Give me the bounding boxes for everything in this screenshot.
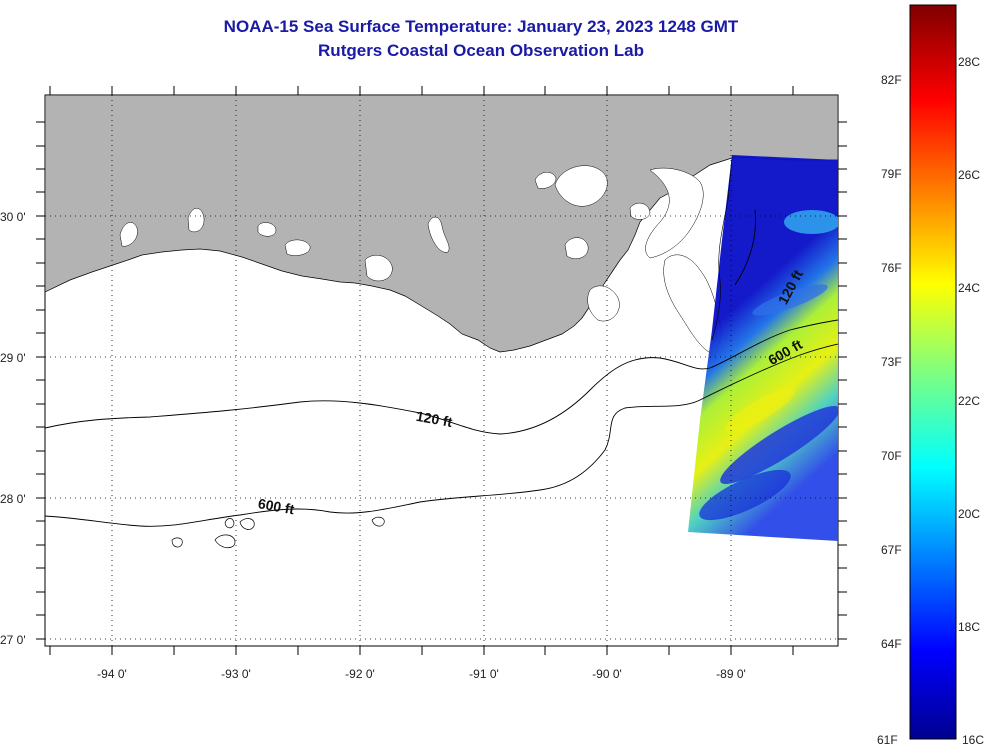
contour-label-600ft-west: 600 ft	[257, 495, 296, 517]
lake	[534, 172, 557, 189]
colorbar-label-82f: 82F	[881, 73, 902, 87]
colorbar-label-64f: 64F	[881, 637, 902, 651]
lon-label-89: -89 0'	[716, 667, 746, 681]
contour-label-120ft-west: 120 ft	[415, 408, 454, 430]
sst-cool-band	[699, 469, 791, 521]
lon-label-92: -92 0'	[345, 667, 375, 681]
bank-contour	[371, 516, 385, 527]
colorbar-label-20c: 20C	[958, 507, 980, 521]
colorbar-label-22c: 22C	[958, 394, 980, 408]
bank-contour	[224, 518, 235, 529]
lake	[564, 237, 589, 259]
lat-label-30: 30 0'	[0, 210, 26, 224]
colorbar-label-28c: 28C	[958, 55, 980, 69]
lake	[645, 167, 704, 259]
frame-ticks	[36, 86, 847, 655]
colorbar-label-79f: 79F	[881, 167, 902, 181]
temperature-colorbar	[909, 4, 957, 740]
lon-label-93: -93 0'	[221, 667, 251, 681]
colorbar-label-16c: 16C	[962, 733, 984, 747]
lat-label-28: 28 0'	[0, 492, 26, 506]
delta-marsh	[587, 285, 620, 322]
colorbar-label-70f: 70F	[881, 449, 902, 463]
lon-label-90: -90 0'	[592, 667, 622, 681]
lake	[119, 222, 138, 247]
isobath-600ft	[45, 343, 838, 527]
lake	[554, 165, 608, 207]
lake	[187, 208, 205, 233]
map-subtitle: Rutgers Coastal Ocean Observation Lab	[318, 41, 644, 60]
bank-contour	[239, 518, 255, 530]
isobath-120ft-east	[734, 209, 756, 286]
colorbar-label-76f: 76F	[881, 261, 902, 275]
coastline	[711, 157, 733, 341]
lake	[364, 254, 393, 282]
lake	[257, 222, 277, 237]
map-title: NOAA-15 Sea Surface Temperature: January…	[223, 17, 739, 36]
lake	[284, 239, 311, 256]
colorbar-label-26c: 26C	[958, 168, 980, 182]
colorbar-label-61f: 61F	[877, 733, 898, 747]
sst-warm-patch	[752, 284, 828, 316]
lon-label-91: -91 0'	[469, 667, 499, 681]
sst-warm-patch	[725, 388, 795, 432]
colorbar-label-24c: 24C	[958, 281, 980, 295]
sst-cool-band	[720, 406, 838, 484]
bank-contour	[171, 537, 183, 548]
colorbar-label-18c: 18C	[958, 620, 980, 634]
colorbar-label-73f: 73F	[881, 355, 902, 369]
bank-contour	[214, 534, 236, 549]
lake	[427, 216, 450, 253]
sst-warm-patch	[784, 210, 838, 234]
colorbar-label-67f: 67F	[881, 543, 902, 557]
lake	[629, 202, 651, 220]
lat-label-29: 29 0'	[0, 351, 26, 365]
lat-label-27: 27 0'	[0, 633, 26, 647]
isobath-120ft	[45, 319, 838, 435]
lon-label-94: -94 0'	[97, 667, 127, 681]
graticule	[45, 95, 838, 646]
